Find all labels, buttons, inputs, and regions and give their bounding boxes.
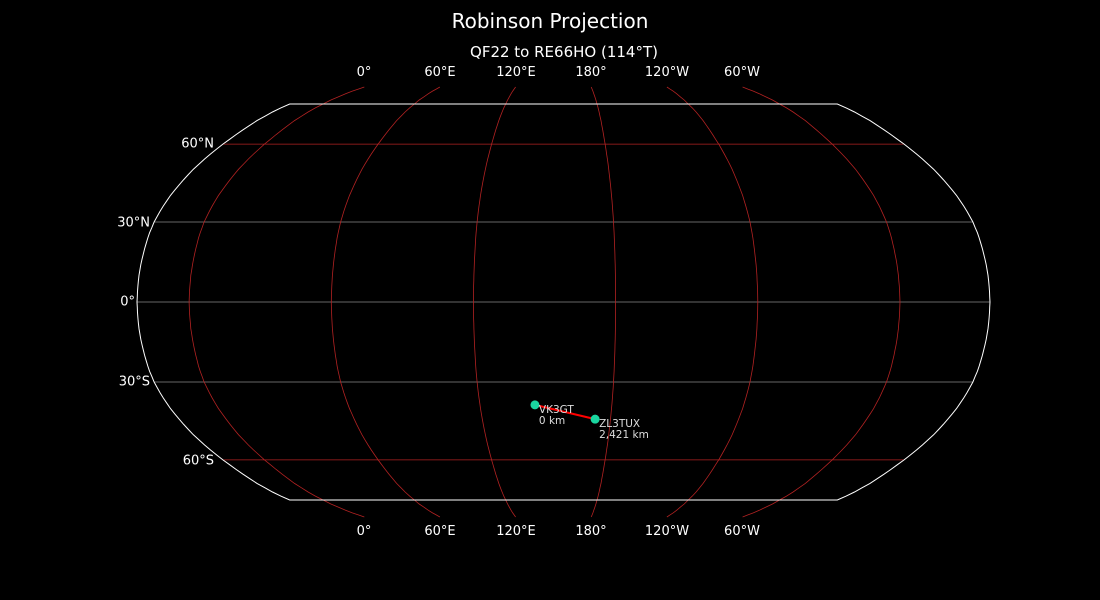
lon-tick-top: 120°E [496,65,536,80]
lon-tick-top: 120°W [644,65,690,80]
station-marker [590,414,600,424]
map-outline [136,103,991,501]
meridian-line [473,86,516,518]
lat-tick: 60°N [181,136,214,152]
lon-tick-bottom: 120°E [496,524,536,539]
meridian-line [330,86,441,518]
meridian-line [742,86,901,518]
lon-tick-top: 0° [356,65,372,80]
lon-tick-bottom: 0° [356,524,372,539]
great-circle-path [534,403,596,421]
lon-tick-top: 60°W [724,65,760,80]
lon-tick-bottom: 180° [575,524,607,539]
station-distance: 2,421 km [599,429,649,441]
station-callsign: VK3GT [539,404,575,416]
lon-tick-bottom: 60°W [724,524,760,539]
lon-tick-top: 60°E [424,65,456,80]
lat-tick: 60°S [182,453,214,469]
map-title: Robinson Projection [451,9,649,33]
map-subtitle: QF22 to RE66HO (114°T) [470,43,658,61]
lon-tick-bottom: 60°E [424,524,456,539]
station-marker [530,400,540,410]
lat-tick: 30°N [117,215,150,231]
lon-tick-bottom: 120°W [644,524,690,539]
lon-tick-top: 180° [575,65,607,80]
station-distance: 0 km [539,415,565,427]
meridian-line [590,86,616,518]
meridian-line [188,86,365,518]
lat-tick: 30°S [118,374,150,390]
meridian-line [666,86,759,518]
station-callsign: ZL3TUX [599,418,640,430]
lat-tick: 0° [120,294,135,310]
